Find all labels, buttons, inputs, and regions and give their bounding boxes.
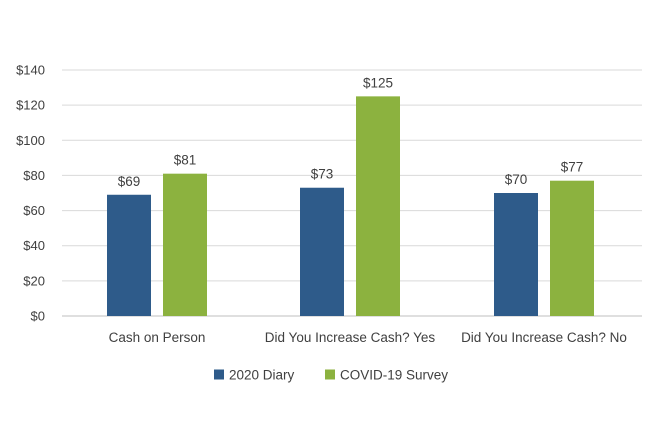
y-tick-label: $140 [16, 63, 45, 78]
gridlines [62, 69, 642, 317]
y-tick-label: $40 [23, 238, 45, 253]
bars [107, 96, 594, 316]
category-label: Did You Increase Cash? No [461, 330, 627, 345]
data-label: $70 [505, 172, 528, 187]
bar-covid-survey-0 [163, 173, 207, 316]
legend-label: 2020 Diary [229, 368, 295, 383]
category-label: Cash on Person [109, 330, 206, 345]
data-label: $81 [174, 153, 197, 168]
y-tick-label: $60 [23, 203, 45, 218]
y-tick-label: $0 [31, 309, 45, 324]
data-labels: $69 $73 $70 $81 $125 $77 [118, 75, 584, 188]
x-axis: Cash on Person Did You Increase Cash? Yes… [109, 330, 627, 345]
category-label: Did You Increase Cash? Yes [265, 330, 436, 345]
y-tick-label: $20 [23, 273, 45, 288]
legend-swatch-covid-survey [325, 369, 335, 380]
data-label: $69 [118, 174, 141, 189]
bar-diary-1 [300, 187, 344, 316]
legend: 2020 Diary COVID-19 Survey [214, 368, 448, 383]
data-label: $73 [311, 167, 334, 182]
legend-label: COVID-19 Survey [340, 368, 448, 383]
y-tick-label: $120 [16, 98, 45, 113]
y-axis: $0 $20 $40 $60 $80 $100 $120 $140 [16, 63, 45, 324]
bar-covid-survey-1 [356, 96, 400, 316]
legend-swatch-diary [214, 369, 224, 380]
bar-diary-0 [107, 194, 151, 316]
data-label: $125 [363, 75, 393, 90]
y-tick-label: $80 [23, 168, 45, 183]
y-tick-label: $100 [16, 133, 45, 148]
data-label: $77 [561, 160, 584, 175]
bar-diary-2 [494, 193, 538, 316]
bar-covid-survey-2 [550, 180, 594, 316]
